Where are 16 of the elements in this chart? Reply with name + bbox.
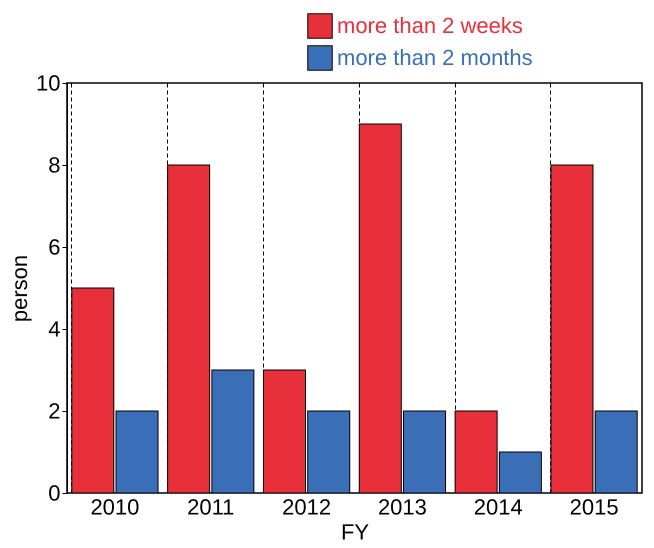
legend-label: more than 2 weeks: [337, 13, 523, 38]
y-tick-label: 10: [36, 70, 60, 96]
x-tick-label: 2014: [474, 494, 523, 520]
y-axis-title: person: [7, 254, 32, 322]
x-tick-label: 2010: [90, 494, 140, 520]
y-tick-label: 2: [48, 398, 60, 424]
y-tick-label: 4: [48, 316, 60, 342]
x-tick-label: 2013: [378, 494, 427, 520]
x-tick-label: 2012: [282, 494, 332, 520]
x-axis-title: FY: [340, 520, 370, 544]
x-tick-label: 2011: [187, 494, 234, 520]
x-tick-label: 2015: [570, 494, 619, 520]
y-tick-label: 8: [48, 152, 60, 178]
legend-label: more than 2 months: [337, 45, 533, 70]
y-tick-label: 0: [48, 480, 60, 506]
y-tick-label: 6: [48, 234, 60, 260]
